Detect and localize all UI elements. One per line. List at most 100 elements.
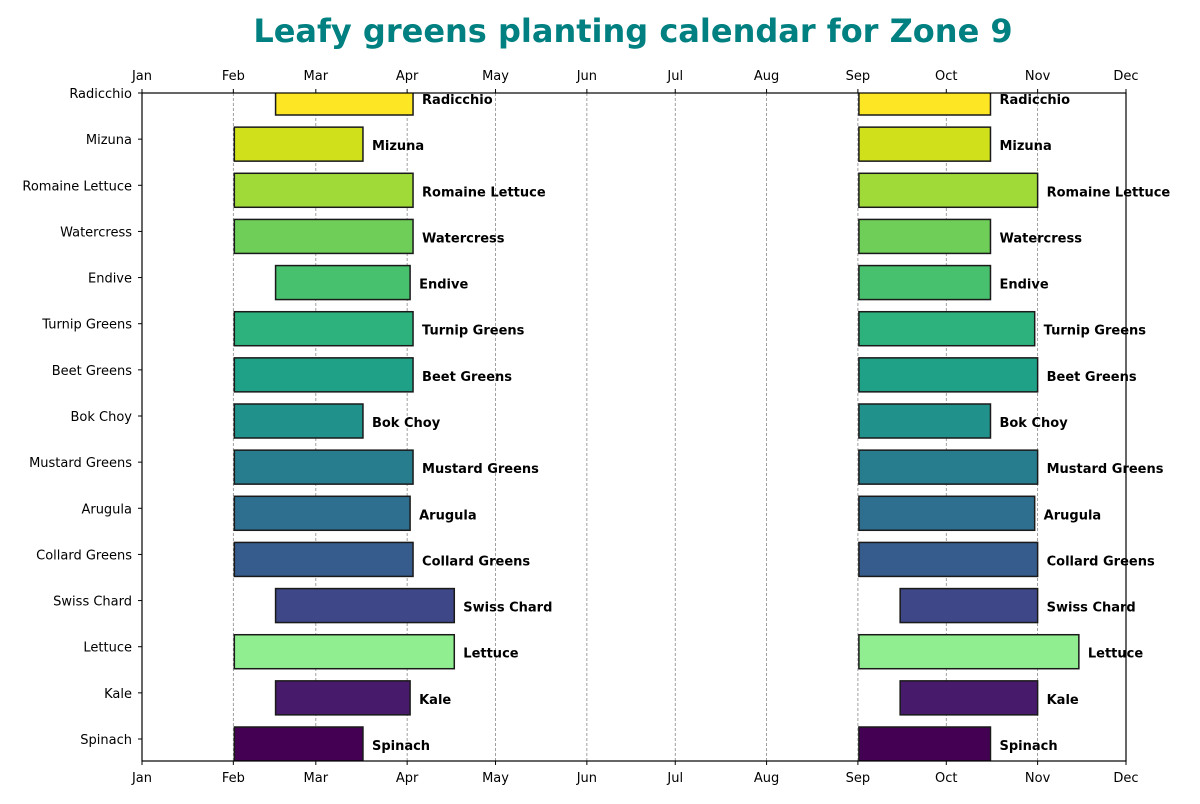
bar-label: Bok Choy bbox=[999, 416, 1068, 431]
bar-bok-choy bbox=[233, 403, 364, 439]
bar-radicchio bbox=[858, 93, 992, 116]
x-tick-label-top: Dec bbox=[1113, 69, 1138, 84]
bar-mustard-greens bbox=[233, 449, 414, 485]
bar-beet-greens bbox=[858, 357, 1039, 393]
bar-label: Beet Greens bbox=[422, 370, 512, 385]
bar-label: Turnip Greens bbox=[422, 324, 525, 339]
bar-kale bbox=[274, 680, 411, 716]
bar-turnip-greens bbox=[233, 310, 414, 347]
bar-endive bbox=[858, 264, 992, 301]
x-tick-label-bottom: Mar bbox=[304, 771, 329, 786]
bar-label: Endive bbox=[999, 278, 1048, 293]
bar-label: Mustard Greens bbox=[1047, 462, 1164, 477]
x-tick-label-bottom: Feb bbox=[222, 771, 245, 786]
bar-label: Spinach bbox=[999, 739, 1057, 754]
bar-arugula bbox=[858, 495, 1036, 532]
y-tick-label: Spinach bbox=[80, 733, 132, 748]
bar-label: Radicchio bbox=[422, 93, 493, 108]
bar-collard-greens bbox=[233, 541, 414, 578]
bar-label: Collard Greens bbox=[1047, 554, 1155, 569]
bar-swiss-chard bbox=[274, 587, 456, 624]
bar-collard-greens bbox=[858, 541, 1039, 578]
x-tick-label-bottom: Oct bbox=[935, 771, 957, 786]
bar-lettuce bbox=[233, 633, 456, 670]
x-tick-label-bottom: Jun bbox=[576, 771, 597, 786]
bar-spinach bbox=[233, 726, 364, 761]
bar-label: Radicchio bbox=[999, 93, 1070, 108]
bar-bok-choy bbox=[858, 403, 992, 439]
bar-endive bbox=[274, 264, 411, 301]
bar-label: Romaine Lettuce bbox=[1047, 185, 1171, 200]
x-tick-label-top: Jul bbox=[666, 69, 683, 84]
x-tick-label-bottom: Jul bbox=[666, 771, 683, 786]
x-tick-label-top: Jan bbox=[131, 69, 152, 84]
bar-label: Beet Greens bbox=[1047, 370, 1137, 385]
bar-label: Swiss Chard bbox=[463, 601, 552, 616]
bar-label: Kale bbox=[419, 693, 451, 708]
x-tick-label-top: Apr bbox=[396, 69, 419, 84]
bar-label: Endive bbox=[419, 278, 468, 293]
bar-label: Swiss Chard bbox=[1047, 601, 1136, 616]
bar-label: Arugula bbox=[419, 508, 477, 523]
bar-kale bbox=[899, 680, 1039, 716]
bar-lettuce bbox=[858, 633, 1080, 670]
bar-label: Bok Choy bbox=[372, 416, 441, 431]
bar-romaine-lettuce bbox=[858, 172, 1039, 209]
y-tick-label: Bok Choy bbox=[71, 410, 133, 425]
y-tick-label: Watercress bbox=[60, 225, 132, 240]
bar-beet-greens bbox=[233, 357, 414, 393]
bar-label: Spinach bbox=[372, 739, 430, 754]
x-tick-label-top: Mar bbox=[304, 69, 329, 84]
bar-label: Mustard Greens bbox=[422, 462, 539, 477]
y-tick-label: Radicchio bbox=[69, 87, 132, 102]
bar-swiss-chard bbox=[899, 587, 1039, 624]
y-tick-label: Beet Greens bbox=[52, 364, 133, 379]
y-tick-label: Kale bbox=[104, 687, 132, 702]
y-tick-label: Endive bbox=[88, 272, 132, 287]
y-tick-label: Mizuna bbox=[86, 133, 132, 148]
x-tick-label-top: Jun bbox=[576, 69, 597, 84]
x-tick-label-bottom: Jan bbox=[131, 771, 152, 786]
bar-turnip-greens bbox=[858, 310, 1036, 347]
x-tick-label-top: Nov bbox=[1025, 69, 1051, 84]
y-tick-label: Arugula bbox=[81, 502, 132, 517]
bar-label: Watercress bbox=[422, 231, 505, 246]
bar-watercress bbox=[233, 218, 414, 255]
y-tick-label: Swiss Chard bbox=[53, 595, 132, 610]
bar-radicchio bbox=[274, 93, 414, 116]
bar-arugula bbox=[233, 495, 411, 532]
y-tick-label: Lettuce bbox=[83, 641, 132, 656]
x-tick-label-bottom: Sep bbox=[846, 771, 871, 786]
bar-mizuna bbox=[233, 126, 364, 162]
x-tick-label-top: Aug bbox=[754, 69, 779, 84]
bar-label: Kale bbox=[1047, 693, 1079, 708]
bar-label: Lettuce bbox=[463, 647, 518, 662]
x-tick-label-bottom: Apr bbox=[396, 771, 419, 786]
bar-mizuna bbox=[858, 126, 992, 162]
bar-romaine-lettuce bbox=[233, 172, 414, 209]
bar-mustard-greens bbox=[858, 449, 1039, 485]
y-tick-label: Collard Greens bbox=[36, 548, 132, 563]
bar-watercress bbox=[858, 218, 992, 255]
bar-label: Turnip Greens bbox=[1044, 324, 1147, 339]
chart-title: Leafy greens planting calendar for Zone … bbox=[253, 12, 1012, 50]
bar-spinach bbox=[858, 726, 992, 761]
bar-label: Collard Greens bbox=[422, 554, 530, 569]
y-tick-label: Romaine Lettuce bbox=[22, 179, 132, 194]
bar-label: Mizuna bbox=[372, 139, 424, 154]
bar-label: Romaine Lettuce bbox=[422, 185, 546, 200]
bar-label: Watercress bbox=[999, 231, 1082, 246]
plot-frame bbox=[141, 92, 1127, 762]
y-tick-label: Mustard Greens bbox=[29, 456, 132, 471]
x-tick-label-top: May bbox=[482, 69, 509, 84]
x-tick-label-bottom: Dec bbox=[1113, 771, 1138, 786]
x-tick-label-bottom: Nov bbox=[1025, 771, 1051, 786]
x-tick-label-top: Sep bbox=[846, 69, 871, 84]
bar-label: Arugula bbox=[1044, 508, 1102, 523]
x-tick-label-bottom: May bbox=[482, 771, 509, 786]
x-tick-label-bottom: Aug bbox=[754, 771, 779, 786]
bar-label: Lettuce bbox=[1088, 647, 1143, 662]
x-tick-label-top: Feb bbox=[222, 69, 245, 84]
bar-label: Mizuna bbox=[999, 139, 1051, 154]
